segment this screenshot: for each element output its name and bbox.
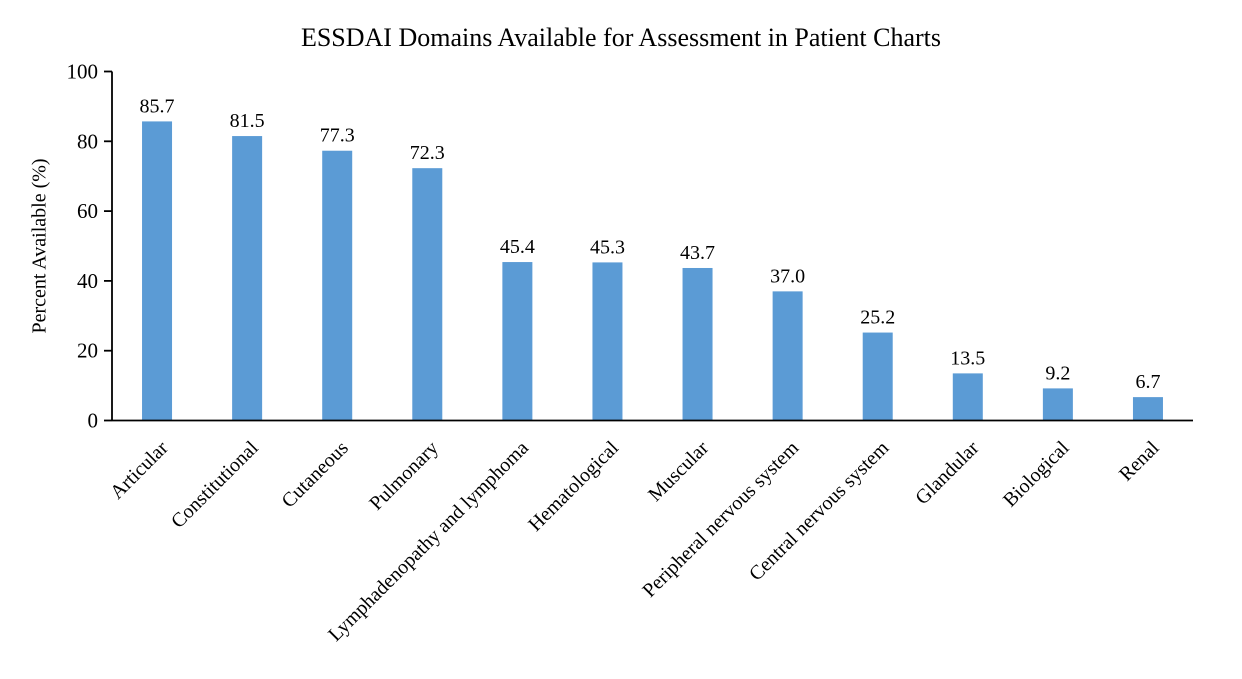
y-tick-label: 60 — [77, 199, 98, 223]
bar-value-label: 45.3 — [590, 236, 625, 258]
bar — [952, 373, 983, 421]
bar — [592, 262, 623, 421]
bar — [412, 168, 443, 421]
bar-value-label: 37.0 — [770, 265, 805, 287]
bar — [1042, 388, 1073, 421]
bar — [772, 291, 803, 421]
bar-value-label: 25.2 — [860, 307, 895, 329]
bar — [682, 267, 713, 421]
category-label: Renal — [1115, 437, 1164, 486]
chart-title: ESSDAI Domains Available for Assessment … — [300, 23, 942, 52]
bar-value-label: 43.7 — [680, 242, 715, 264]
bar — [502, 262, 533, 421]
bar — [322, 150, 353, 421]
category-label: Peripheral nervous system — [638, 437, 803, 602]
bar — [1132, 397, 1163, 421]
y-tick-label: 40 — [77, 269, 98, 293]
category-label: Articular — [106, 437, 173, 504]
bar-value-label: 81.5 — [230, 110, 265, 132]
bar-value-label: 72.3 — [410, 142, 445, 164]
category-label: Cutaneous — [277, 437, 352, 512]
y-tick-label: 80 — [77, 129, 98, 153]
bar — [862, 332, 893, 421]
bar-value-label: 13.5 — [950, 347, 985, 369]
y-tick-label: 20 — [77, 339, 98, 363]
bar-value-label: 9.2 — [1045, 362, 1070, 384]
bar-value-label: 45.4 — [500, 236, 535, 258]
category-label: Constitutional — [167, 437, 263, 533]
category-label: Pulmonary — [365, 437, 443, 515]
bar-value-label: 77.3 — [320, 125, 355, 147]
bar-value-label: 85.7 — [140, 95, 175, 117]
category-label: Biological — [999, 437, 1074, 512]
bar — [142, 121, 173, 421]
bar — [232, 136, 263, 421]
bar-value-label: 6.7 — [1135, 371, 1160, 393]
category-label: Muscular — [644, 437, 713, 506]
category-label: Glandular — [911, 437, 983, 509]
category-label: Lymphadenopathy and lymphoma — [324, 437, 533, 646]
category-label: Hematological — [524, 437, 623, 536]
y-tick-label: 0 — [88, 409, 99, 433]
y-tick-label: 100 — [67, 60, 99, 84]
